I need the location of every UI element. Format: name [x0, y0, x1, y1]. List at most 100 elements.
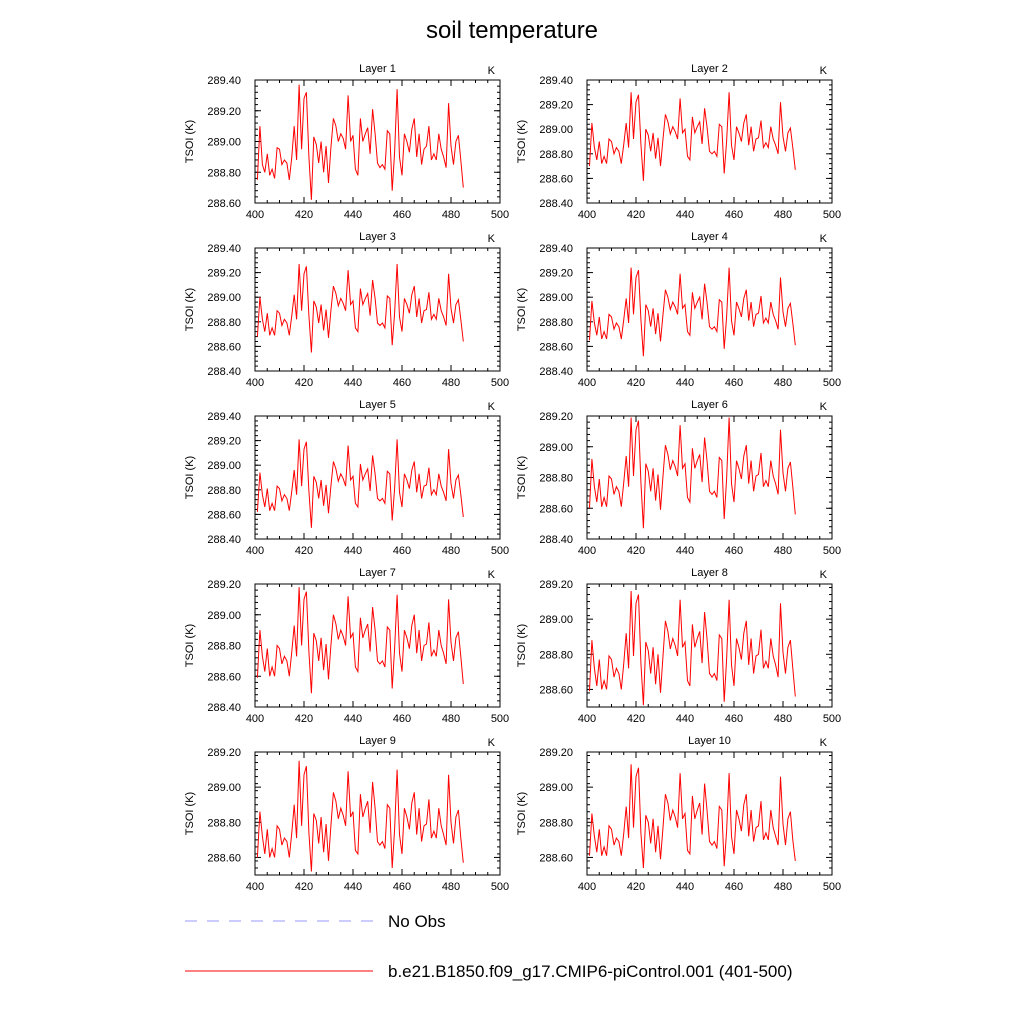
y-tick-label: 288.80: [539, 317, 573, 329]
x-tick-label: 440: [344, 881, 362, 893]
x-tick-label: 400: [246, 545, 264, 557]
series-line-layer-3: [256, 263, 464, 353]
y-tick-label: 289.20: [539, 747, 573, 759]
y-tick-label: 289.00: [539, 782, 573, 794]
y-tick-label: 288.60: [539, 503, 573, 515]
x-tick-label: 400: [246, 209, 264, 221]
x-tick-label: 500: [823, 545, 841, 557]
y-axis-label: TSOI (K): [516, 456, 528, 499]
x-tick-label: 460: [393, 545, 411, 557]
x-tick-label: 500: [823, 713, 841, 725]
plot-frame: [254, 751, 501, 876]
x-tick-label: 480: [442, 881, 460, 893]
panel-title: Layer 7: [359, 567, 396, 579]
x-tick-label: 460: [393, 713, 411, 725]
y-tick-label: 288.80: [207, 641, 241, 653]
y-tick-label: 288.80: [207, 167, 241, 179]
x-tick-label: 500: [823, 209, 841, 221]
x-tick-label: 460: [725, 545, 743, 557]
y-tick-label: 289.00: [207, 610, 241, 622]
x-tick-label: 460: [725, 713, 743, 725]
units-label: K: [488, 65, 496, 77]
y-axis-label: TSOI (K): [516, 120, 528, 163]
legend: No Obs b.e21.B1850.f09_g17.CMIP6-piContro…: [185, 912, 793, 981]
x-tick-label: 400: [246, 713, 264, 725]
y-tick-label: 288.40: [539, 198, 573, 210]
series-line-layer-2: [589, 92, 796, 181]
y-tick-label: 289.40: [207, 243, 241, 255]
panel-layer-2: 400 420 440 460 480 500 288.40 288.60 288.80 289.…: [516, 63, 841, 221]
units-label: K: [488, 737, 496, 749]
y-tick-label: 288.40: [539, 534, 573, 546]
x-tick-label: 440: [344, 713, 362, 725]
x-tick-label: 420: [627, 713, 645, 725]
y-tick-label: 289.00: [539, 292, 573, 304]
panel-title: Layer 4: [691, 231, 728, 243]
y-tick-label: 289.00: [207, 782, 241, 794]
series-line-layer-1: [256, 84, 464, 200]
y-axis-label: TSOI (K): [184, 120, 196, 163]
plot-frame: [254, 583, 501, 708]
x-tick-label: 480: [442, 209, 460, 221]
units-label: K: [488, 401, 496, 413]
panel-layer-3: 400 420 440 460 480 500 288.40 288.60 288.80 289.…: [184, 231, 509, 389]
panel-layer-8: 400 420 440 460 480 500 288.60 288.80 289.00 289.…: [516, 567, 841, 725]
x-tick-label: 500: [491, 881, 509, 893]
series-line-layer-5: [256, 439, 464, 528]
panel-layer-4: 400 420 440 460 480 500 288.40 288.60 288.80 289.…: [516, 231, 841, 389]
x-tick-label: 480: [774, 545, 792, 557]
x-tick-label: 500: [491, 545, 509, 557]
units-label: K: [820, 737, 828, 749]
y-tick-label: 289.40: [207, 411, 241, 423]
plot-frame: [586, 247, 833, 372]
x-tick-label: 500: [491, 713, 509, 725]
panel-layer-1: 400 420 440 460 480 500 288.60 288.80 289.00 289.…: [184, 63, 509, 221]
y-tick-label: 289.40: [539, 243, 573, 255]
panel-title: Layer 1: [359, 63, 396, 75]
y-tick-label: 288.80: [207, 317, 241, 329]
y-axis-label: TSOI (K): [184, 456, 196, 499]
y-tick-label: 289.40: [207, 75, 241, 87]
x-tick-label: 420: [295, 713, 313, 725]
x-tick-label: 400: [578, 377, 596, 389]
x-tick-label: 480: [774, 713, 792, 725]
x-tick-label: 500: [823, 881, 841, 893]
x-tick-label: 440: [676, 209, 694, 221]
x-tick-label: 500: [491, 209, 509, 221]
x-tick-label: 420: [627, 209, 645, 221]
legend-label-2: b.e21.B1850.f09_g17.CMIP6-piControl.001 …: [388, 962, 793, 981]
x-tick-label: 480: [442, 545, 460, 557]
units-label: K: [820, 65, 828, 77]
x-tick-label: 400: [578, 881, 596, 893]
x-tick-label: 440: [344, 377, 362, 389]
panel-title: Layer 3: [359, 231, 396, 243]
panel-layer-6: 400 420 440 460 480 500 288.40 288.60 288.80 289.…: [516, 399, 841, 557]
x-tick-label: 460: [393, 377, 411, 389]
x-tick-label: 420: [627, 881, 645, 893]
units-label: K: [820, 569, 828, 581]
plot-frame: [254, 415, 501, 540]
y-tick-label: 288.60: [207, 852, 241, 864]
series-line-layer-7: [256, 587, 464, 694]
y-tick-label: 289.20: [207, 747, 241, 759]
x-tick-label: 440: [344, 545, 362, 557]
panel-layer-9: 400 420 440 460 480 500 288.60 288.80 289.00 289.…: [184, 735, 509, 893]
y-tick-label: 288.60: [207, 198, 241, 210]
y-tick-label: 288.80: [207, 817, 241, 829]
y-tick-label: 288.80: [539, 649, 573, 661]
x-tick-label: 440: [676, 713, 694, 725]
legend-label-1: No Obs: [388, 912, 446, 931]
y-tick-label: 288.80: [207, 485, 241, 497]
x-tick-label: 400: [578, 713, 596, 725]
y-tick-label: 288.80: [539, 817, 573, 829]
y-tick-label: 289.00: [207, 137, 241, 149]
x-tick-label: 480: [774, 377, 792, 389]
y-tick-label: 289.20: [539, 579, 573, 591]
panel-layer-5: 400 420 440 460 480 500 288.40 288.60 288.80 289.…: [184, 399, 509, 557]
x-tick-label: 420: [295, 209, 313, 221]
y-tick-label: 288.80: [539, 149, 573, 161]
y-tick-label: 289.20: [539, 411, 573, 423]
y-tick-label: 288.60: [539, 341, 573, 353]
y-axis-label: TSOI (K): [516, 792, 528, 835]
units-label: K: [488, 233, 496, 245]
